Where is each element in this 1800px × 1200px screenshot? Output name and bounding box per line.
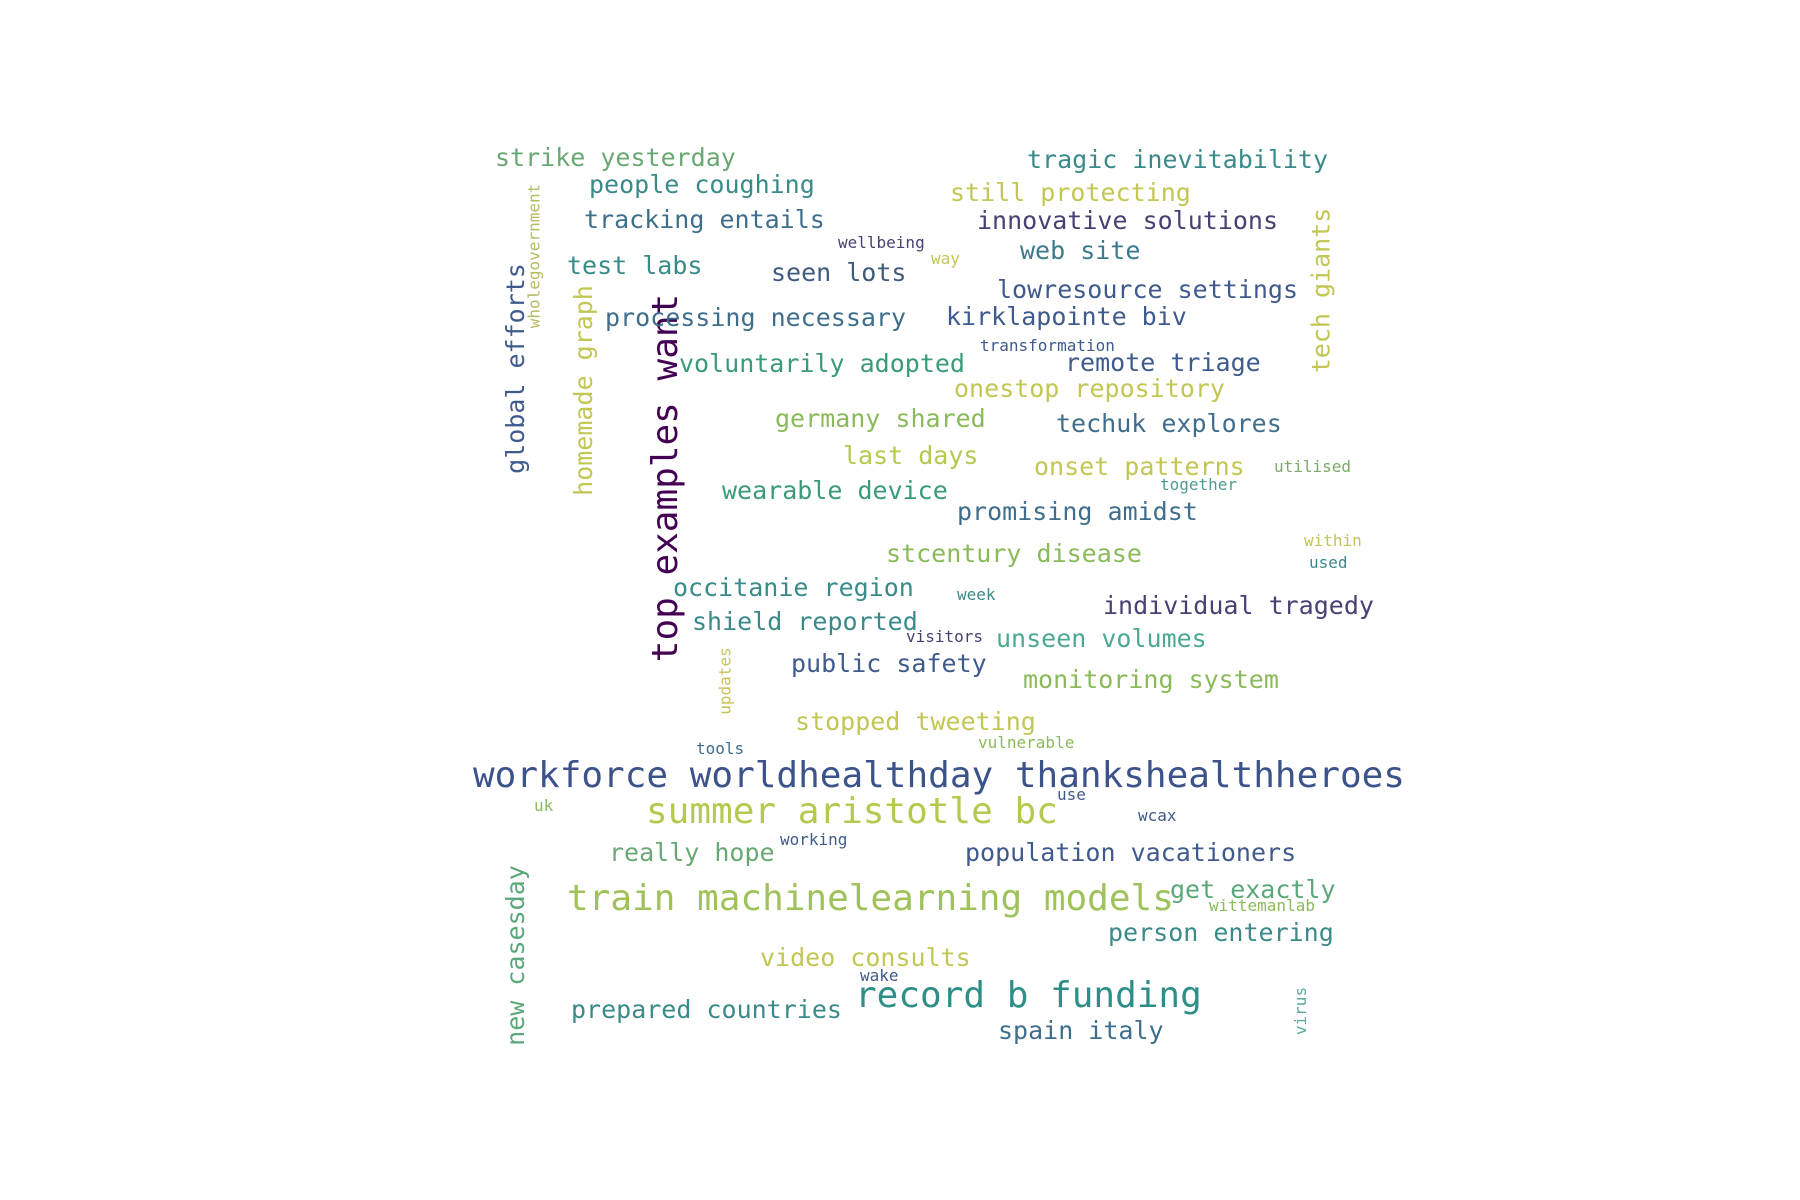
word: shield reported (692, 607, 918, 636)
word: wholegovernment (524, 183, 544, 329)
word: voluntarily adopted (679, 349, 965, 378)
word: population vacationers (965, 838, 1297, 867)
word: tech giants (1306, 207, 1336, 374)
word: summer aristotle bc (646, 791, 1058, 832)
word: record b funding (855, 975, 1202, 1016)
word: used (1309, 553, 1348, 572)
word: use (1057, 785, 1086, 804)
word: individual tragedy (1103, 591, 1374, 620)
word: kirklapointe biv (946, 302, 1187, 331)
word: utilised (1274, 457, 1352, 476)
word: spain italy (998, 1016, 1164, 1045)
word: way (931, 249, 960, 268)
word: innovative solutions (977, 206, 1279, 235)
word: tragic inevitability (1027, 145, 1329, 174)
word: onset patterns (1034, 452, 1245, 481)
word: within (1304, 531, 1362, 550)
word: strike yesterday (495, 143, 736, 172)
word: transformation (980, 336, 1115, 355)
word: wearable device (722, 476, 948, 505)
word: web site (1020, 236, 1141, 265)
word: onestop repository (954, 374, 1225, 403)
word: wittemanlab (1209, 896, 1315, 915)
word: really hope (609, 838, 775, 867)
word: test labs (567, 251, 703, 280)
word: stcentury disease (886, 539, 1142, 568)
word: monitoring system (1023, 665, 1279, 694)
word: still protecting (950, 178, 1191, 207)
word: people coughing (589, 170, 815, 199)
word: occitanie region (673, 573, 914, 602)
word: unseen volumes (996, 624, 1207, 653)
word: train machinelearning models (567, 878, 1174, 919)
word: new casesday (500, 865, 530, 1046)
word: lowresource settings (997, 275, 1299, 304)
word: remote triage (1065, 348, 1261, 377)
word: last days (843, 441, 979, 470)
word: wcax (1138, 806, 1177, 825)
word: working (780, 830, 848, 849)
word: promising amidst (957, 497, 1198, 526)
word: prepared countries (571, 995, 842, 1024)
word: together (1160, 475, 1238, 494)
word: vulnerable (978, 733, 1075, 752)
word: homemade graph (568, 285, 598, 496)
word: updates (715, 647, 735, 715)
word: stopped tweeting (795, 707, 1036, 736)
word: workforce worldhealthday thankshealthher… (473, 755, 1405, 796)
word: video consults (760, 943, 971, 972)
word: germany shared (775, 404, 986, 433)
word: virus (1291, 986, 1311, 1036)
word: tracking entails (584, 205, 825, 234)
word: public safety (791, 649, 987, 678)
word: wellbeing (838, 233, 925, 252)
word: processing necessary (605, 303, 907, 332)
word: tools (696, 739, 745, 758)
word: visitors (906, 627, 984, 646)
word: week (957, 585, 996, 604)
word: uk (534, 796, 554, 815)
word: techuk explores (1056, 409, 1282, 438)
word: seen lots (771, 258, 907, 287)
word: person entering (1108, 918, 1334, 947)
word: get exactly (1170, 875, 1336, 904)
word: wake (860, 966, 899, 985)
